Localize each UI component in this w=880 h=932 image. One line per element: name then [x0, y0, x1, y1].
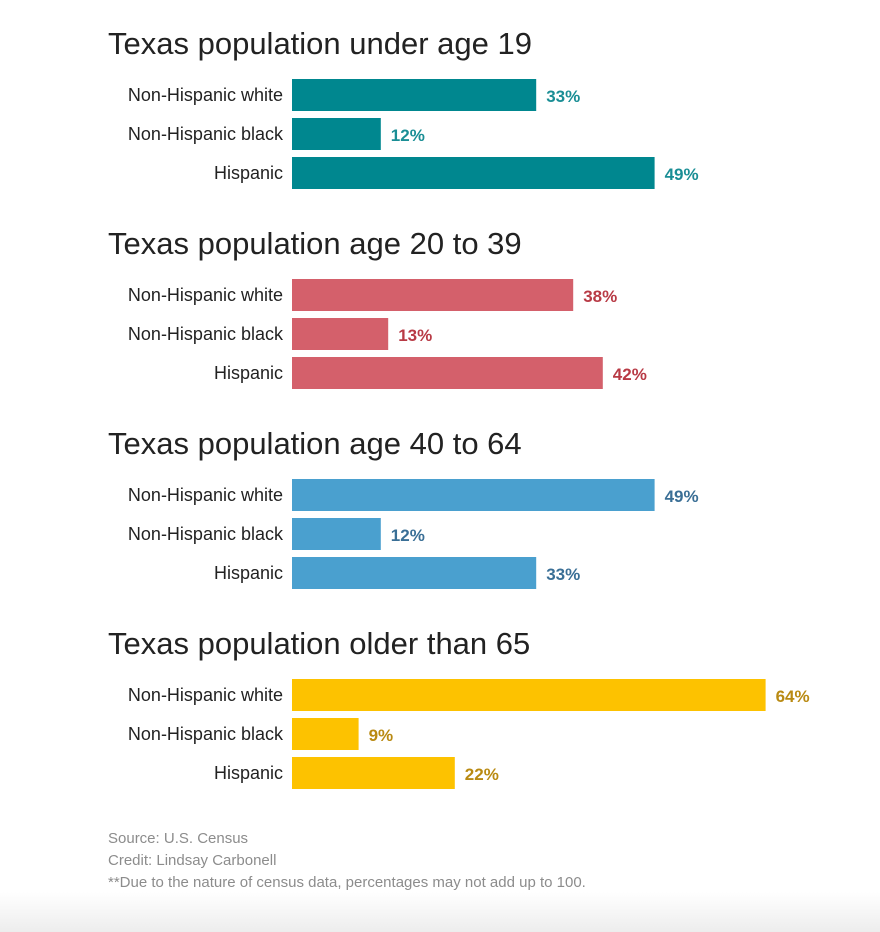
chart-title: Texas population age 20 to 39 [108, 226, 522, 261]
bar [292, 718, 359, 750]
chart-panel: Texas population older than 65 Non-Hispan… [108, 626, 810, 789]
category-label: Non-Hispanic black [128, 124, 284, 144]
bar [292, 479, 655, 511]
bar [292, 157, 655, 189]
data-label: 13% [398, 326, 432, 345]
data-label: 42% [613, 365, 647, 384]
category-label: Non-Hispanic black [128, 524, 284, 544]
data-label: 38% [583, 287, 617, 306]
category-label: Non-Hispanic white [128, 485, 283, 505]
bar [292, 557, 537, 589]
credit-note: Credit: Lindsay Carbonell [108, 852, 277, 869]
bar [292, 118, 381, 150]
data-label: 64% [776, 687, 810, 706]
data-label: 12% [391, 126, 425, 145]
chart-panel: Texas population under age 19 Non-Hispani… [108, 26, 699, 189]
chart-panel: Texas population age 20 to 39 Non-Hispani… [108, 226, 647, 389]
chart-footer: Source: U.S. Census Credit: Lindsay Carb… [108, 828, 586, 894]
chart-svg: Texas population under age 19 Non-Hispani… [108, 26, 810, 789]
source-note: Source: U.S. Census [108, 830, 249, 847]
bar [292, 79, 537, 111]
data-label: 9% [369, 726, 394, 745]
chart-title: Texas population under age 19 [108, 26, 532, 61]
data-label: 33% [546, 87, 580, 106]
category-label: Hispanic [214, 163, 283, 183]
bar [292, 518, 381, 550]
category-label: Hispanic [214, 363, 283, 383]
category-label: Non-Hispanic white [128, 685, 283, 705]
data-label: 33% [546, 565, 580, 584]
category-label: Hispanic [214, 563, 283, 583]
data-label: 49% [665, 165, 699, 184]
data-label: 22% [465, 765, 499, 784]
chart-title: Texas population age 40 to 64 [108, 426, 522, 461]
bar [292, 357, 603, 389]
category-label: Non-Hispanic white [128, 85, 283, 105]
bar [292, 757, 455, 789]
category-label: Non-Hispanic white [128, 285, 283, 305]
category-label: Hispanic [214, 763, 283, 783]
data-label: 12% [391, 526, 425, 545]
data-disclaimer: **Due to the nature of census data, perc… [108, 874, 586, 891]
bar [292, 279, 574, 311]
bar [292, 679, 766, 711]
data-label: 49% [665, 487, 699, 506]
chart-title: Texas population older than 65 [108, 626, 530, 661]
bar [292, 318, 389, 350]
bottom-fade [0, 892, 880, 932]
chart-panel: Texas population age 40 to 64 Non-Hispani… [108, 426, 699, 589]
category-label: Non-Hispanic black [128, 724, 284, 744]
category-label: Non-Hispanic black [128, 324, 284, 344]
